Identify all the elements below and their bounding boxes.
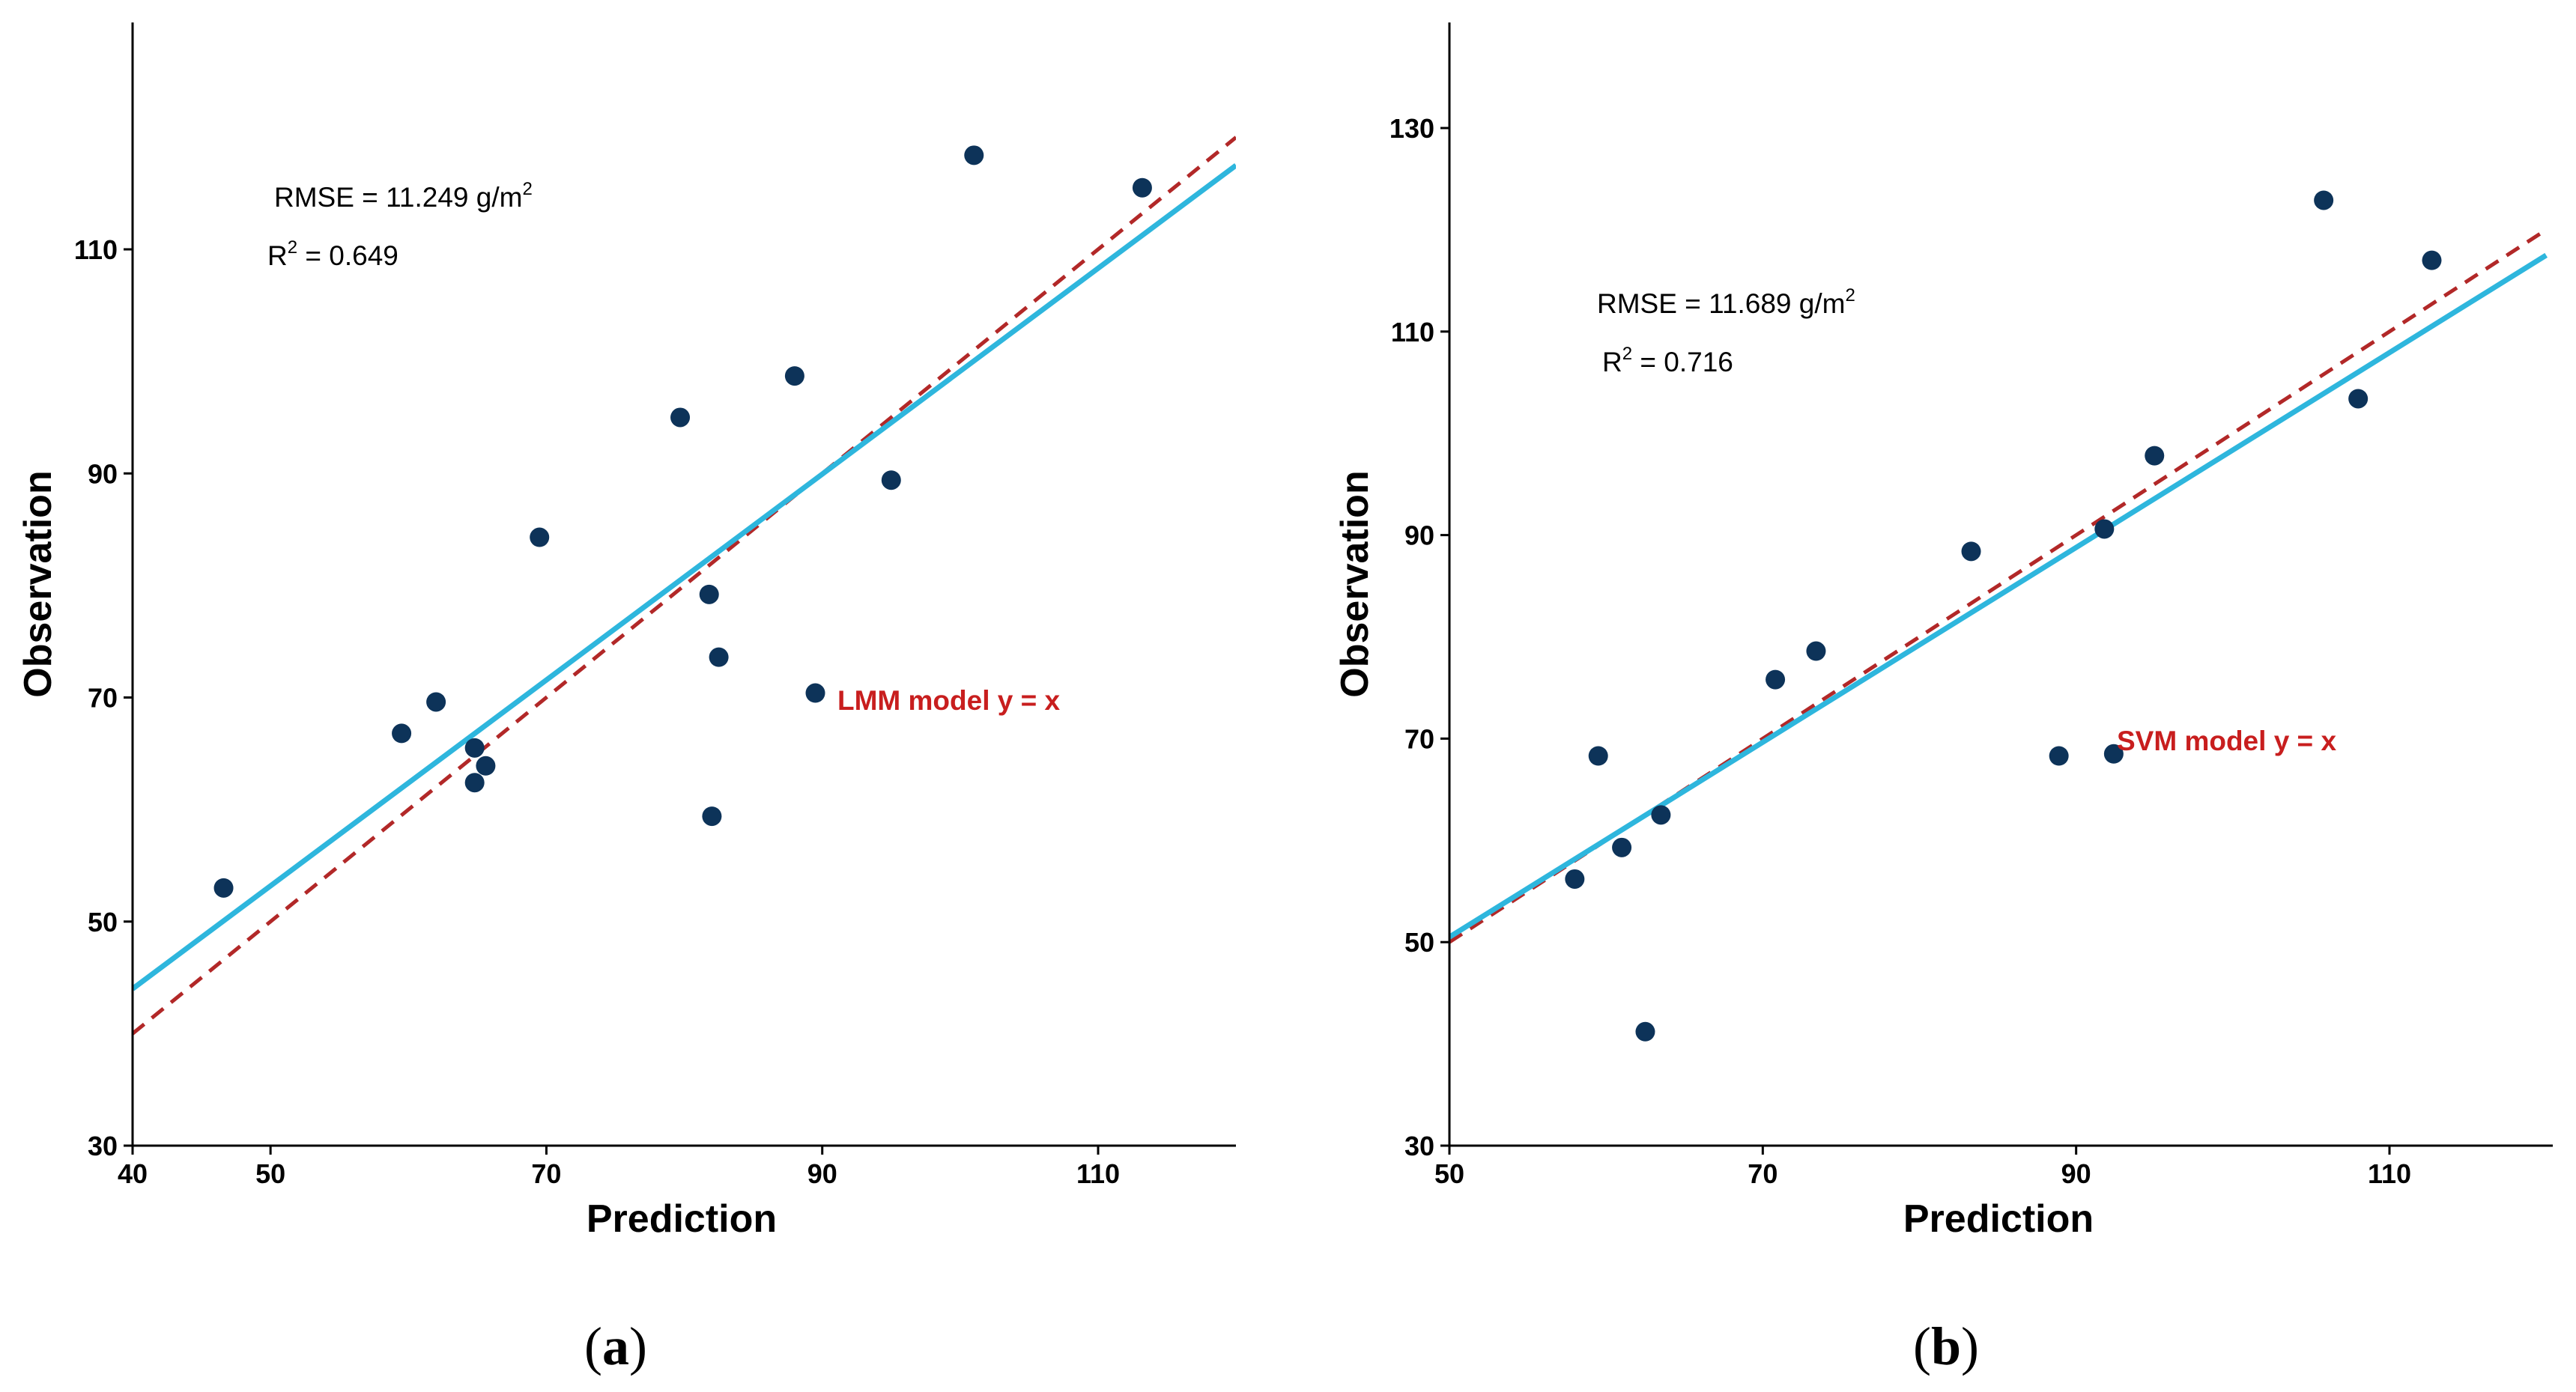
panel-b-y-tick-label-90: 90 bbox=[1404, 520, 1434, 551]
panel-a-y-tick-label-50: 50 bbox=[88, 907, 118, 937]
panel-a-x-tick-label-50: 50 bbox=[255, 1158, 285, 1189]
panel-b-data-point-5 bbox=[1651, 805, 1671, 825]
panel-b-label-open-paren: ( bbox=[1913, 1316, 1931, 1376]
panel-b-data-point-14 bbox=[2348, 389, 2369, 409]
panel-b-x-axis-title: Prediction bbox=[1903, 1197, 2094, 1241]
panel-a-r2-annotation: R2 = 0.649 bbox=[267, 237, 398, 271]
panel-b-r2-symbol: R bbox=[1602, 347, 1622, 377]
panel-b-x-tick-label-50: 50 bbox=[1434, 1158, 1464, 1189]
panel-a-legend-label: LMM model y = x bbox=[837, 685, 1061, 716]
panel-a-y-tick-label-110: 110 bbox=[74, 234, 118, 265]
panel-b-y-tick-label-50: 50 bbox=[1404, 927, 1434, 958]
panel-a-y-ticks: 30 50 70 90 110 bbox=[74, 234, 133, 1161]
panel-a-x-tick-label-110: 110 bbox=[1076, 1158, 1120, 1189]
panel-b-data-point-3 bbox=[1612, 837, 1632, 857]
panel-b-data-point-8 bbox=[1961, 541, 1981, 562]
panel-b-label-close-paren: ) bbox=[1961, 1316, 1979, 1376]
panel-a-fit-line bbox=[133, 162, 1236, 991]
panel-b-r2-annotation: R2 = 0.716 bbox=[1602, 344, 1733, 377]
panel-b-data-point-9 bbox=[2049, 746, 2069, 766]
panel-a-data-point-3 bbox=[426, 692, 446, 712]
panel-a-data-point-13 bbox=[805, 683, 825, 703]
panel-a-data-point-16 bbox=[1132, 177, 1152, 198]
panel-b-y-tick-label-70: 70 bbox=[1404, 723, 1434, 754]
panel-a-data-point-10 bbox=[702, 806, 722, 827]
panel-a-y-tick-label-70: 70 bbox=[88, 683, 118, 714]
panel-a-x-ticks: 40 50 70 90 110 bbox=[118, 1146, 1120, 1189]
panel-b-data-point-13 bbox=[2314, 190, 2334, 210]
panel-a-label-open-paren: ( bbox=[584, 1316, 602, 1376]
panel-a-data-point-8 bbox=[670, 407, 691, 428]
panel-b-y-axis-title: Observation bbox=[1333, 470, 1377, 697]
panel-a-data-point-15 bbox=[964, 145, 984, 165]
panel-b-data-point-10 bbox=[2094, 519, 2115, 539]
panel-a-plot-lines bbox=[133, 136, 1236, 1036]
panel-a-r2-symbol: R bbox=[267, 240, 288, 271]
panel-b-rmse-superscript: 2 bbox=[1845, 285, 1855, 306]
panel-a-x-axis-title: Prediction bbox=[587, 1197, 777, 1241]
panel-a-label-close-paren: ) bbox=[629, 1316, 647, 1376]
panel-b-x-tick-label-90: 90 bbox=[2061, 1158, 2091, 1189]
panel-a-axes bbox=[131, 22, 1236, 1147]
panel-a-r2-value: = 0.649 bbox=[297, 240, 398, 271]
panel-b-plot-lines bbox=[1449, 228, 2548, 944]
panel-b-rmse-text: RMSE = 11.689 g/m bbox=[1597, 288, 1845, 319]
panel-a-data-point-4 bbox=[464, 738, 485, 758]
panel-b-r2-value: = 0.716 bbox=[1632, 347, 1733, 377]
panel-b-data-point-6 bbox=[1766, 669, 1786, 690]
panel-b-data-point-1 bbox=[1565, 869, 1585, 889]
panel-a-label: (a) bbox=[584, 1316, 647, 1376]
panel-b-identity-line bbox=[1449, 228, 2548, 944]
panel-a-data-point-14 bbox=[881, 470, 901, 490]
panel-b-points bbox=[1565, 190, 2442, 1042]
panel-b-data-point-11 bbox=[2103, 744, 2124, 764]
panel-a: 40 50 70 90 110 30 50 70 90 110 Prediction Obser… bbox=[16, 22, 1236, 1376]
panel-b-data-point-2 bbox=[1588, 746, 1608, 766]
panel-b-y-ticks: 30 50 70 90 110 130 bbox=[1389, 113, 1449, 1161]
panel-b-x-tick-label-70: 70 bbox=[1748, 1158, 1778, 1189]
panel-b-y-tick-label-110: 110 bbox=[1391, 317, 1434, 347]
panel-b-legend-label: SVM model y = x bbox=[2117, 726, 2336, 756]
panel-a-data-point-6 bbox=[476, 756, 496, 776]
panel-a-x-tick-label-40: 40 bbox=[118, 1158, 148, 1189]
panel-b-axes bbox=[1448, 22, 2553, 1147]
panel-a-y-axis-title: Observation bbox=[16, 470, 60, 697]
panel-a-data-point-9 bbox=[699, 584, 719, 604]
panel-a-label-letter: a bbox=[602, 1316, 629, 1376]
panel-b-rmse-annotation: RMSE = 11.689 g/m2 bbox=[1597, 285, 1855, 319]
panel-b-y-tick-label-30: 30 bbox=[1404, 1131, 1434, 1161]
panel-a-data-point-5 bbox=[464, 773, 485, 793]
panel-a-x-tick-label-70: 70 bbox=[531, 1158, 561, 1189]
panel-b-data-point-15 bbox=[2422, 250, 2442, 270]
panel-b-label-letter: b bbox=[1931, 1316, 1961, 1376]
panel-b-x-tick-label-110: 110 bbox=[2368, 1158, 2411, 1189]
panel-b-data-point-12 bbox=[2145, 446, 2165, 466]
panel-a-y-tick-label-30: 30 bbox=[88, 1131, 118, 1161]
panel-a-points bbox=[213, 145, 1152, 898]
panel-b-y-tick-label-130: 130 bbox=[1389, 113, 1434, 144]
panel-a-data-point-11 bbox=[709, 647, 729, 667]
panel-a-data-point-12 bbox=[784, 366, 804, 386]
panel-a-rmse-superscript: 2 bbox=[522, 179, 532, 199]
panel-b-data-point-4 bbox=[1635, 1021, 1655, 1042]
panel-b-label: (b) bbox=[1913, 1316, 1979, 1376]
panel-a-rmse-text: RMSE = 11.249 g/m bbox=[274, 182, 522, 213]
panel-b-fit-line bbox=[1449, 252, 2548, 940]
panel-a-data-point-7 bbox=[530, 527, 550, 547]
panel-b-data-point-7 bbox=[1806, 641, 1826, 661]
panel-a-rmse-annotation: RMSE = 11.249 g/m2 bbox=[274, 179, 533, 213]
panel-a-data-point-1 bbox=[213, 878, 234, 898]
panel-a-identity-line bbox=[133, 136, 1236, 1036]
panel-a-data-point-2 bbox=[392, 723, 412, 744]
panel-a-x-tick-label-90: 90 bbox=[807, 1158, 837, 1189]
panel-a-y-tick-label-90: 90 bbox=[88, 458, 118, 489]
panel-b-r2-superscript: 2 bbox=[1622, 344, 1632, 364]
panel-a-r2-superscript: 2 bbox=[288, 237, 297, 258]
panel-b-x-ticks: 50 70 90 110 bbox=[1434, 1146, 2411, 1189]
